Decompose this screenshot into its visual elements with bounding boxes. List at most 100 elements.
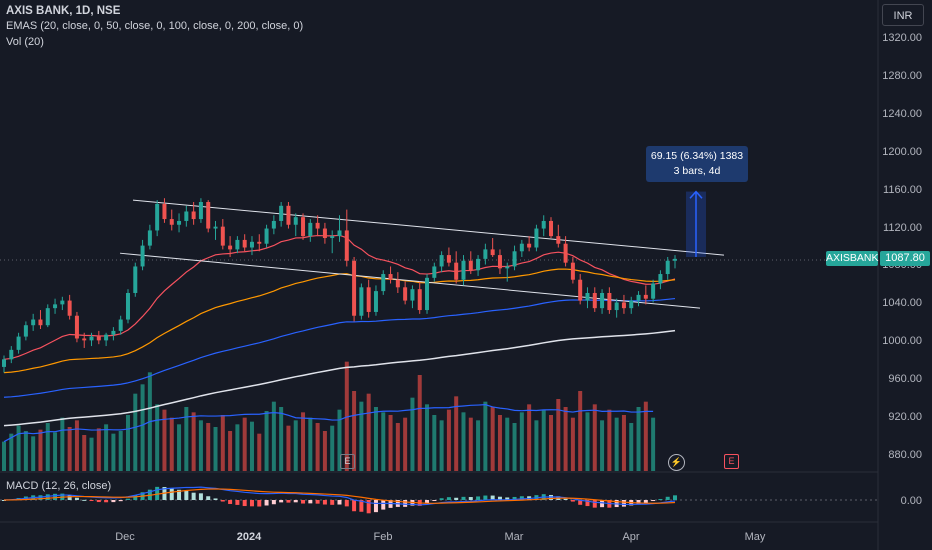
candle-body — [16, 336, 21, 350]
volume-bar — [53, 432, 58, 471]
volume-bar — [425, 404, 430, 471]
candle-body — [147, 230, 152, 246]
price-tick-label: 1280.00 — [882, 69, 922, 82]
candle-body — [96, 336, 101, 341]
macd-histogram-bar — [308, 500, 313, 504]
candle-body — [468, 260, 473, 271]
volume-bar — [82, 435, 87, 471]
candle-body — [337, 230, 342, 237]
candle-body — [286, 205, 291, 225]
candle-body — [140, 245, 145, 267]
volume-bar — [381, 412, 386, 471]
candle-body — [82, 338, 87, 341]
volume-bar — [344, 361, 349, 471]
candle-body — [476, 258, 481, 271]
volume-bar — [155, 404, 160, 471]
candle-body — [578, 279, 583, 301]
earnings-event-icon[interactable]: E — [340, 454, 355, 469]
macd-histogram-bar — [549, 494, 554, 500]
candle-body — [563, 243, 568, 263]
volume-legend[interactable]: Vol (20) — [6, 36, 44, 48]
macd-histogram-bar — [673, 495, 677, 500]
ema-legend[interactable]: EMAS (20, close, 0, 50, close, 0, 100, c… — [6, 20, 304, 32]
macd-histogram-bar — [322, 500, 327, 505]
volume-bar — [585, 412, 590, 471]
volume-bar — [23, 431, 28, 471]
macd-histogram-bar — [381, 500, 386, 510]
macd-histogram-bar — [337, 500, 342, 505]
measure-arrow-head — [689, 190, 703, 199]
candle-body — [330, 236, 335, 239]
candle-body — [133, 266, 138, 293]
volume-bar — [651, 417, 656, 471]
flash-event-icon[interactable]: ⚡ — [668, 454, 685, 471]
candle-body — [23, 325, 28, 337]
macd-histogram-bar — [497, 496, 502, 500]
volume-bar — [133, 393, 138, 471]
volume-bar — [490, 407, 495, 471]
volume-bar — [607, 409, 612, 471]
volume-bar — [257, 433, 262, 471]
macd-histogram-bar — [257, 500, 262, 507]
volume-bar — [308, 417, 313, 471]
candle-body — [344, 230, 349, 261]
candle-body — [242, 239, 247, 248]
macd-histogram-bar — [439, 498, 444, 500]
candle-body — [352, 260, 357, 316]
price-tick-label: 1240.00 — [882, 107, 922, 120]
volume-bar — [592, 404, 597, 471]
candle-body — [220, 226, 225, 246]
candle-body — [308, 222, 313, 237]
macd-histogram-bar — [155, 486, 160, 500]
volume-bar — [483, 401, 488, 471]
candle-body — [636, 294, 641, 301]
volume-bar — [527, 404, 532, 471]
volume-bar — [330, 425, 335, 471]
volume-bar — [184, 407, 189, 471]
volume-bar — [198, 420, 203, 471]
candle-body — [279, 205, 284, 221]
volume-bar — [206, 423, 211, 471]
macd-histogram-bar — [264, 500, 269, 506]
candle-body — [490, 249, 495, 256]
macd-legend[interactable]: MACD (12, 26, close) — [6, 480, 112, 492]
volume-bar — [191, 412, 196, 471]
candle-body — [111, 330, 116, 335]
volume-bar — [578, 391, 583, 471]
symbol-title[interactable]: AXIS BANK, 1D, NSE — [6, 5, 121, 17]
volume-bar — [213, 427, 218, 471]
candle-body — [585, 292, 590, 301]
volume-bar — [410, 397, 415, 471]
earnings-upcoming-icon[interactable]: E — [724, 454, 739, 469]
macd-histogram-bar — [286, 500, 291, 503]
volume-bar — [643, 401, 648, 471]
macd-histogram-bar — [643, 500, 648, 503]
volume-bar — [264, 411, 269, 471]
volume-bar — [60, 417, 65, 471]
candle-body — [31, 319, 36, 326]
measure-tooltip: 69.15 (6.34%) 1383 3 bars, 4d — [646, 146, 748, 182]
volume-bar — [403, 417, 408, 471]
candle-body — [322, 228, 327, 239]
volume-bar — [432, 415, 437, 471]
macd-histogram-bar — [104, 500, 109, 503]
time-tick-label: May — [744, 531, 766, 543]
macd-histogram-bar — [461, 496, 466, 500]
candle-body — [592, 292, 597, 309]
time-tick-label: Feb — [373, 531, 393, 543]
candle-body — [169, 219, 174, 225]
candle-body — [600, 292, 605, 309]
macd-histogram-bar — [191, 492, 196, 500]
volume-bar — [454, 396, 459, 471]
time-tick-label: Dec — [115, 531, 135, 543]
volume-bar — [322, 431, 327, 471]
candle-body — [417, 289, 422, 311]
currency-button[interactable]: INR — [882, 4, 924, 26]
volume-bar — [67, 427, 72, 471]
macd-histogram-bar — [665, 496, 670, 500]
candle-body — [60, 300, 65, 305]
candle-body — [257, 241, 262, 244]
volume-bar — [373, 407, 378, 471]
candle-body — [643, 294, 648, 299]
